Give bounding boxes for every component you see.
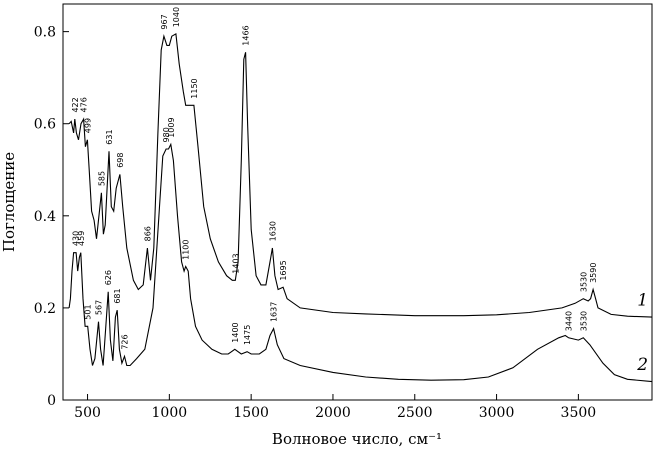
y-axis-label: Поглощение: [0, 152, 18, 252]
x-tick-label: 3000: [479, 405, 515, 421]
peak-label: 3530: [579, 272, 588, 292]
peak-label: 499: [83, 118, 92, 133]
x-tick-label: 500: [74, 405, 101, 421]
peak-label: 626: [104, 270, 113, 285]
peak-label: 698: [116, 152, 125, 167]
peak-label: 866: [143, 226, 152, 241]
peak-label: 1637: [270, 302, 279, 322]
x-tick-label: 2500: [397, 405, 433, 421]
peak-label: 501: [84, 304, 93, 319]
peak-label: 430: [71, 231, 80, 246]
peak-label: 1475: [243, 325, 252, 345]
peak-label: 967: [160, 14, 169, 29]
y-tick-label: 0.2: [34, 301, 56, 317]
peak-label: 476: [80, 97, 89, 112]
peak-label: 980: [162, 127, 171, 142]
peak-label: 3440: [565, 311, 574, 331]
peak-label: 1400: [231, 322, 240, 342]
peak-label: 1009: [167, 117, 176, 137]
series-label-1: 1: [637, 291, 648, 311]
peak-label: 3530: [579, 311, 588, 331]
peak-label: 1040: [172, 7, 181, 27]
peak-label: 585: [97, 171, 106, 186]
peak-label: 567: [95, 300, 104, 315]
series-label-2: 2: [636, 355, 648, 375]
peak-label: 3590: [589, 263, 598, 283]
x-tick-label: 2000: [315, 405, 351, 421]
series-line-2: [68, 142, 653, 383]
plot-frame: [62, 3, 653, 401]
x-tick-label: 3500: [561, 405, 597, 421]
peak-label: 631: [105, 129, 114, 144]
y-tick-label: 0: [47, 393, 56, 409]
x-axis-label: Волновое число, см⁻¹: [272, 430, 442, 448]
x-tick-label: 1000: [152, 405, 188, 421]
x-tick-label: 1500: [233, 405, 269, 421]
peak-label: 1630: [268, 221, 277, 241]
series-layer: 12: [68, 33, 653, 383]
peak-label: 1150: [190, 78, 199, 98]
y-tick-label: 0.4: [34, 209, 56, 225]
peak-label: 1695: [279, 260, 288, 280]
series-line-1: [68, 33, 653, 318]
peak-label: 459: [77, 231, 86, 246]
peak-label: 1466: [242, 25, 251, 45]
peak-label: 1100: [182, 240, 191, 260]
peak-label: 726: [120, 334, 129, 349]
y-tick-label: 0.8: [34, 25, 56, 41]
y-tick-label: 0.6: [34, 117, 56, 133]
peak-label: 422: [71, 97, 80, 112]
y-axis-ticks: 0 0.2 0.4 0.6 0.8: [34, 25, 69, 409]
x-axis-ticks: 500 1000 1500 2000 2500 3000 3500: [74, 394, 596, 421]
peak-label: 1403: [231, 253, 240, 273]
peak-label: 681: [113, 288, 122, 303]
